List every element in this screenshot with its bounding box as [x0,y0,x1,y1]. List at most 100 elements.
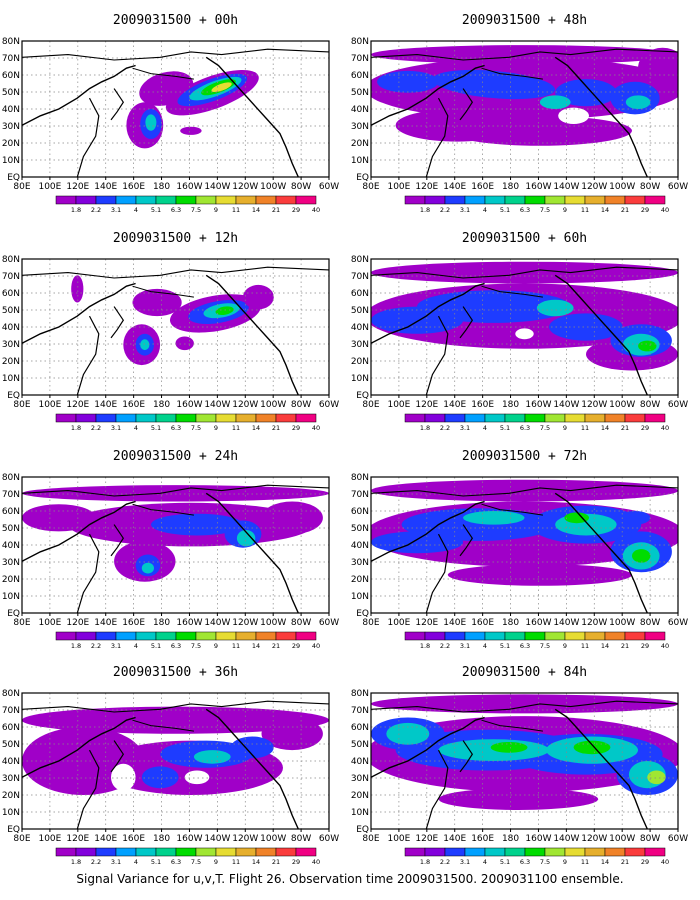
colorbar-label: 4 [134,858,138,866]
x-tick-label: 140W [553,400,579,410]
colorbar-swatch [95,195,117,205]
x-tick-label: 120E [66,182,89,192]
y-tick-label: EQ [356,173,369,183]
shade-region [539,95,571,109]
colorbar-swatch [135,413,157,423]
panel-title: 2009031500 + 36h [113,665,238,680]
x-tick-label: 140W [204,182,230,192]
colorbar-swatch [55,631,77,641]
y-tick-label: EQ [7,173,20,183]
shade-region [236,530,256,547]
x-tick-label: 60W [668,400,688,410]
shade-region [261,717,323,751]
x-tick-label: 160W [176,400,202,410]
y-tick-label: 60N [2,723,20,733]
x-tick-label: 100W [260,400,286,410]
colorbar-swatch [115,195,137,205]
colorbar-swatch [624,631,646,641]
y-tick-label: EQ [356,391,369,401]
colorbar-swatch [295,195,317,205]
y-tick-label: EQ [7,825,20,835]
x-tick-label: 100W [609,182,635,192]
x-tick-label: 140E [443,400,466,410]
colorbar-swatch [215,413,237,423]
shade-region [638,47,678,89]
colorbar-label: 3.1 [460,642,470,650]
x-tick-label: 60W [668,182,688,192]
colorbar-swatch [235,847,257,857]
colorbar-label: 29 [292,642,300,650]
colorbar-label: 7.5 [191,858,201,866]
x-tick-label: 120W [232,618,258,628]
colorbar-swatch [215,195,237,205]
colorbar-label: 21 [272,424,280,432]
colorbar-swatch [95,847,117,857]
coastlines [22,484,329,613]
x-tick-label: 100W [609,400,635,410]
shade-region [490,742,528,753]
grid-lines [22,259,329,395]
colorbar-swatch [135,631,157,641]
colorbar-label: 9 [214,642,218,650]
colorbar-swatch [484,631,506,641]
panel-3: 2009031500 + 12h 80E 100E 120E 140E 160E 180 16… [2,231,339,432]
grid-lines [371,477,678,613]
y-tick-label: 60N [351,723,369,733]
colorbar-label: 7.5 [540,642,550,650]
x-tick-label: 160E [122,618,145,628]
y-tick-label: 40N [351,541,369,551]
variance-shading [71,275,274,366]
colorbar-label: 14 [601,642,609,650]
y-tick-label: EQ [356,825,369,835]
y-tick-label: 10N [351,156,369,166]
shade-region [447,115,632,146]
x-tick-label: 120W [581,400,607,410]
colorbar-label: 1.8 [71,642,81,650]
map-frame [21,40,330,178]
colorbar: 1.8 2.2 3.1 4 5.1 6.3 7.5 9 11 14 21 29 40 [404,195,669,214]
x-tick-label: 80E [13,834,30,844]
x-tick-label: 100W [260,834,286,844]
colorbar-label: 6.3 [171,206,181,214]
colorbar-swatch [464,847,486,857]
y-tick-label: 30N [2,340,20,350]
colorbar-swatch [604,195,626,205]
colorbar-swatch [155,195,177,205]
colorbar-swatch [404,847,426,857]
x-tick-label: 120E [66,618,89,628]
y-tick-label: 60N [2,507,20,517]
x-tick-label: 100W [609,834,635,844]
colorbar-label: 4 [134,206,138,214]
colorbar-label: 2.2 [440,424,450,432]
variance-shading [371,45,678,146]
colorbar-swatch [175,631,197,641]
x-tick-label: 160W [525,618,551,628]
colorbar-label: 29 [641,858,649,866]
y-tick-label: 30N [351,558,369,568]
colorbar-swatch [175,413,197,423]
colorbar-swatch [95,631,117,641]
shade-region [515,328,534,340]
colorbar-label: 2.2 [440,642,450,650]
x-tick-label: 100E [38,182,61,192]
shade-region [215,306,234,316]
colorbar-swatch [464,631,486,641]
shade-region [371,306,464,334]
y-tick-label: 20N [2,791,20,801]
x-tick-label: 120W [581,182,607,192]
y-tick-label: 50N [2,306,20,316]
coastlines [22,266,329,395]
y-tick-label: 30N [2,558,20,568]
colorbar-swatch [564,631,586,641]
shade-region [261,501,323,535]
shade-region [141,562,154,574]
colorbar-swatch [255,195,277,205]
shade-region [549,313,623,341]
colorbar-label: 7.5 [540,858,550,866]
x-tick-label: 140W [204,400,230,410]
x-tick-label: 120W [232,182,258,192]
coastlines [371,266,678,395]
x-tick-label: 100E [38,834,61,844]
y-tick-label: 40N [351,323,369,333]
colorbar-swatch [235,413,257,423]
